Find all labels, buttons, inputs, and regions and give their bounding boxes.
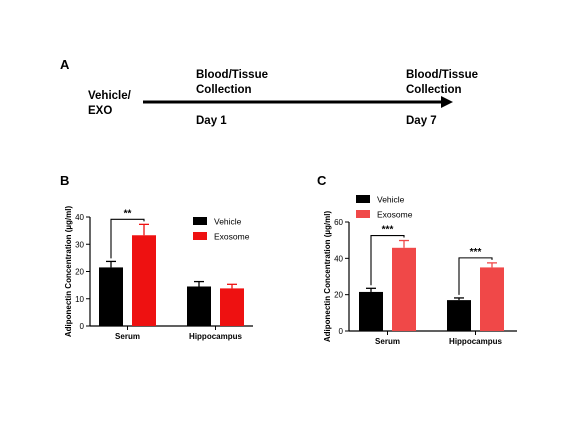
significance-label: ***	[382, 225, 394, 236]
day7-event-line2: Collection	[406, 84, 462, 96]
significance-bracket	[458, 257, 493, 295]
y-tick-label: 60	[334, 218, 343, 227]
panel-letter-c: C	[317, 173, 327, 188]
legend-swatch-vehicle	[356, 195, 370, 203]
panel-letter-a: A	[60, 57, 70, 72]
y-tick-label: 20	[75, 268, 84, 277]
x-category-label: Hippocampus	[189, 332, 242, 341]
y-tick-label: 20	[334, 291, 343, 300]
bar-exosome-serum	[392, 247, 416, 331]
bar-exosome-serum	[132, 235, 156, 326]
day1-event-line1: Blood/Tissue	[196, 69, 268, 81]
y-tick-label: 40	[75, 213, 84, 222]
bar-vehicle-serum	[359, 291, 383, 331]
y-tick-label: 0	[339, 327, 344, 336]
bar-exosome-hippocampus	[480, 267, 504, 331]
significance-label: **	[124, 208, 132, 219]
bar-vehicle-serum	[99, 267, 123, 326]
start-label-line1: Vehicle/	[88, 90, 131, 102]
x-category-label: Serum	[375, 337, 400, 346]
legend-swatch-exosome	[193, 232, 207, 240]
legend-label-vehicle: Vehicle	[214, 217, 242, 227]
panel-letter-b: B	[60, 173, 70, 188]
legend-label-exosome: Exosome	[214, 232, 250, 242]
start-label-line2: EXO	[88, 105, 113, 117]
bar-vehicle-hippocampus	[447, 300, 471, 331]
y-tick-label: 10	[75, 295, 84, 304]
legend-label-vehicle: Vehicle	[377, 195, 405, 205]
y-axis-label: Adiponectin Concentration (µg/ml)	[323, 211, 332, 343]
timeline-arrowhead	[441, 96, 453, 108]
legend-swatch-exosome	[356, 210, 370, 218]
day7-label: Day 7	[406, 115, 437, 127]
x-category-label: Serum	[115, 332, 140, 341]
day7-event-line1: Blood/Tissue	[406, 69, 478, 81]
bar-exosome-hippocampus	[220, 288, 244, 326]
bar-vehicle-hippocampus	[187, 286, 211, 326]
y-tick-label: 0	[80, 322, 85, 331]
x-category-label: Hippocampus	[449, 337, 502, 346]
significance-bracket	[370, 234, 405, 286]
y-tick-label: 40	[334, 254, 343, 263]
significance-bracket	[110, 218, 145, 259]
day1-label: Day 1	[196, 115, 227, 127]
y-axis-label: Adiponectin Concentration (µg/ml)	[64, 206, 73, 338]
day1-event-line2: Collection	[196, 84, 252, 96]
y-tick-label: 30	[75, 240, 84, 249]
significance-label: ***	[470, 247, 482, 258]
legend-label-exosome: Exosome	[377, 210, 413, 220]
legend-swatch-vehicle	[193, 217, 207, 225]
